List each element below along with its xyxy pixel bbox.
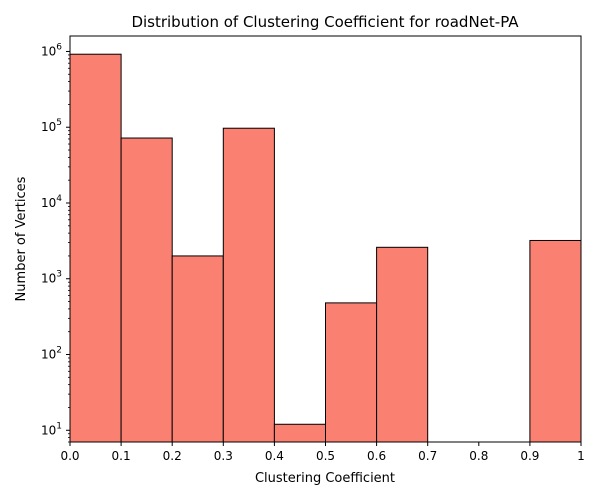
x-tick-label: 1 <box>577 449 585 463</box>
histogram-bar <box>273 423 326 443</box>
x-axis-ticks: 0.0 0.1 0.2 0.3 0.4 0.5 0.6 0.7 0.8 0.9 1 <box>60 442 585 463</box>
chart-title: Distribution of Clustering Coefficient f… <box>131 13 519 31</box>
x-tick-label: 0.9 <box>520 449 539 463</box>
histogram-bar <box>171 255 224 443</box>
x-tick-label: 0.2 <box>163 449 182 463</box>
y-tick-label: 106 <box>41 42 62 58</box>
y-tick-label: 105 <box>41 118 62 134</box>
x-tick-label: 0.8 <box>469 449 488 463</box>
bars-layer <box>69 53 582 443</box>
x-tick-label: 0.1 <box>112 449 131 463</box>
x-tick-label: 0.4 <box>265 449 284 463</box>
y-tick-label: 103 <box>41 270 62 286</box>
plot-frame <box>69 35 582 443</box>
x-tick-label: 0.7 <box>418 449 437 463</box>
y-tick-label: 104 <box>41 194 62 210</box>
histogram-bar <box>325 302 378 443</box>
x-tick-label: 0.6 <box>367 449 386 463</box>
x-axis-label: Clustering Coefficient <box>255 471 395 486</box>
x-tick-label: 0.0 <box>60 449 79 463</box>
histogram-bar <box>376 246 429 443</box>
x-tick-label: 0.5 <box>316 449 335 463</box>
histogram-bar <box>69 53 122 443</box>
y-axis-ticks: 101 102 103 104 105 106 <box>41 42 70 437</box>
histogram-bar <box>529 239 582 443</box>
x-tick-label: 0.3 <box>214 449 233 463</box>
histogram-bar <box>120 137 173 443</box>
y-tick-label: 102 <box>41 346 62 362</box>
y-axis-label: Number of Vertices <box>14 176 29 301</box>
y-tick-label: 101 <box>41 421 62 437</box>
histogram-bar <box>222 127 275 443</box>
